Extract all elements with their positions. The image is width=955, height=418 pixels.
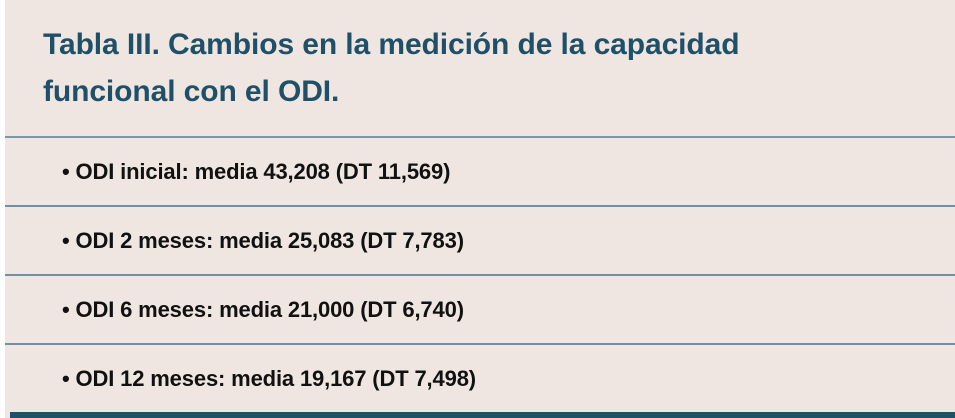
table-row: • ODI 6 meses: media 21,000 (DT 6,740) (5, 274, 955, 343)
table-panel: Tabla III. Cambios en la medición de la … (5, 0, 955, 418)
table-row-label: • ODI inicial: media 43,208 (DT 11,569) (62, 158, 451, 184)
table-row: • ODI inicial: media 43,208 (DT 11,569) (5, 136, 955, 205)
table-row-label: • ODI 2 meses: media 25,083 (DT 7,783) (62, 227, 464, 253)
table-row-label: • ODI 12 meses: media 19,167 (DT 7,498) (62, 365, 476, 391)
table-row: • ODI 12 meses: media 19,167 (DT 7,498) (5, 343, 955, 412)
left-gutter (0, 0, 5, 418)
table-row: • ODI 2 meses: media 25,083 (DT 7,783) (5, 205, 955, 274)
table-row-label: • ODI 6 meses: media 21,000 (DT 6,740) (62, 296, 464, 322)
table-title: Tabla III. Cambios en la medición de la … (43, 28, 740, 108)
table-bottom-rule (10, 412, 955, 418)
table-row-list: • ODI inicial: media 43,208 (DT 11,569) … (5, 136, 955, 412)
